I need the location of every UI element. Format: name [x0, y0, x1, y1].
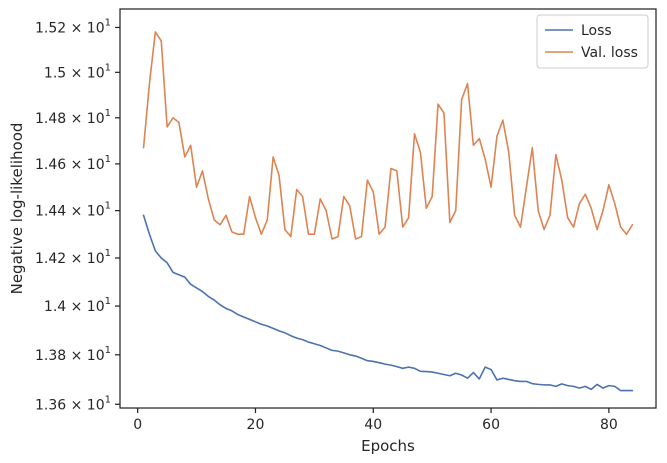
y-tick-label: 1.46 × 101	[35, 154, 111, 173]
series-line-loss	[142, 214, 634, 392]
legend-label: Val. loss	[581, 45, 638, 61]
legend-label: Loss	[581, 23, 612, 39]
y-tick-label: 1.36 × 101	[35, 394, 111, 413]
y-tick-label: 1.44 × 101	[35, 201, 111, 220]
x-tick-label: 80	[600, 417, 618, 433]
legend-box	[536, 14, 649, 69]
y-axis-label: Negative log-likelihood	[8, 123, 26, 295]
x-axis-label: Epochs	[361, 437, 415, 455]
y-tick-label: 1.4 × 101	[44, 296, 111, 315]
x-tick-label: 20	[247, 417, 265, 433]
y-tick-label: 1.38 × 101	[35, 345, 111, 364]
y-tick-label: 1.42 × 101	[35, 248, 111, 267]
axes-frame	[119, 8, 657, 409]
y-tick-label: 1.52 × 101	[35, 17, 111, 36]
series-layer	[142, 31, 634, 392]
series-line-val-loss	[142, 31, 634, 240]
legend: Loss Val. loss	[536, 14, 649, 69]
y-tick-label: 1.5 × 101	[44, 62, 111, 81]
y-axis-ticks: 1.36 × 101 1.38 × 101 1.4 × 101 1.42 × 101 1…	[35, 17, 120, 413]
x-tick-label: 0	[133, 417, 142, 433]
x-axis-ticks: 0 20 40 60 80	[133, 408, 618, 433]
x-tick-label: 40	[364, 417, 382, 433]
x-tick-label: 60	[482, 417, 500, 433]
y-tick-label: 1.48 × 101	[35, 108, 111, 127]
